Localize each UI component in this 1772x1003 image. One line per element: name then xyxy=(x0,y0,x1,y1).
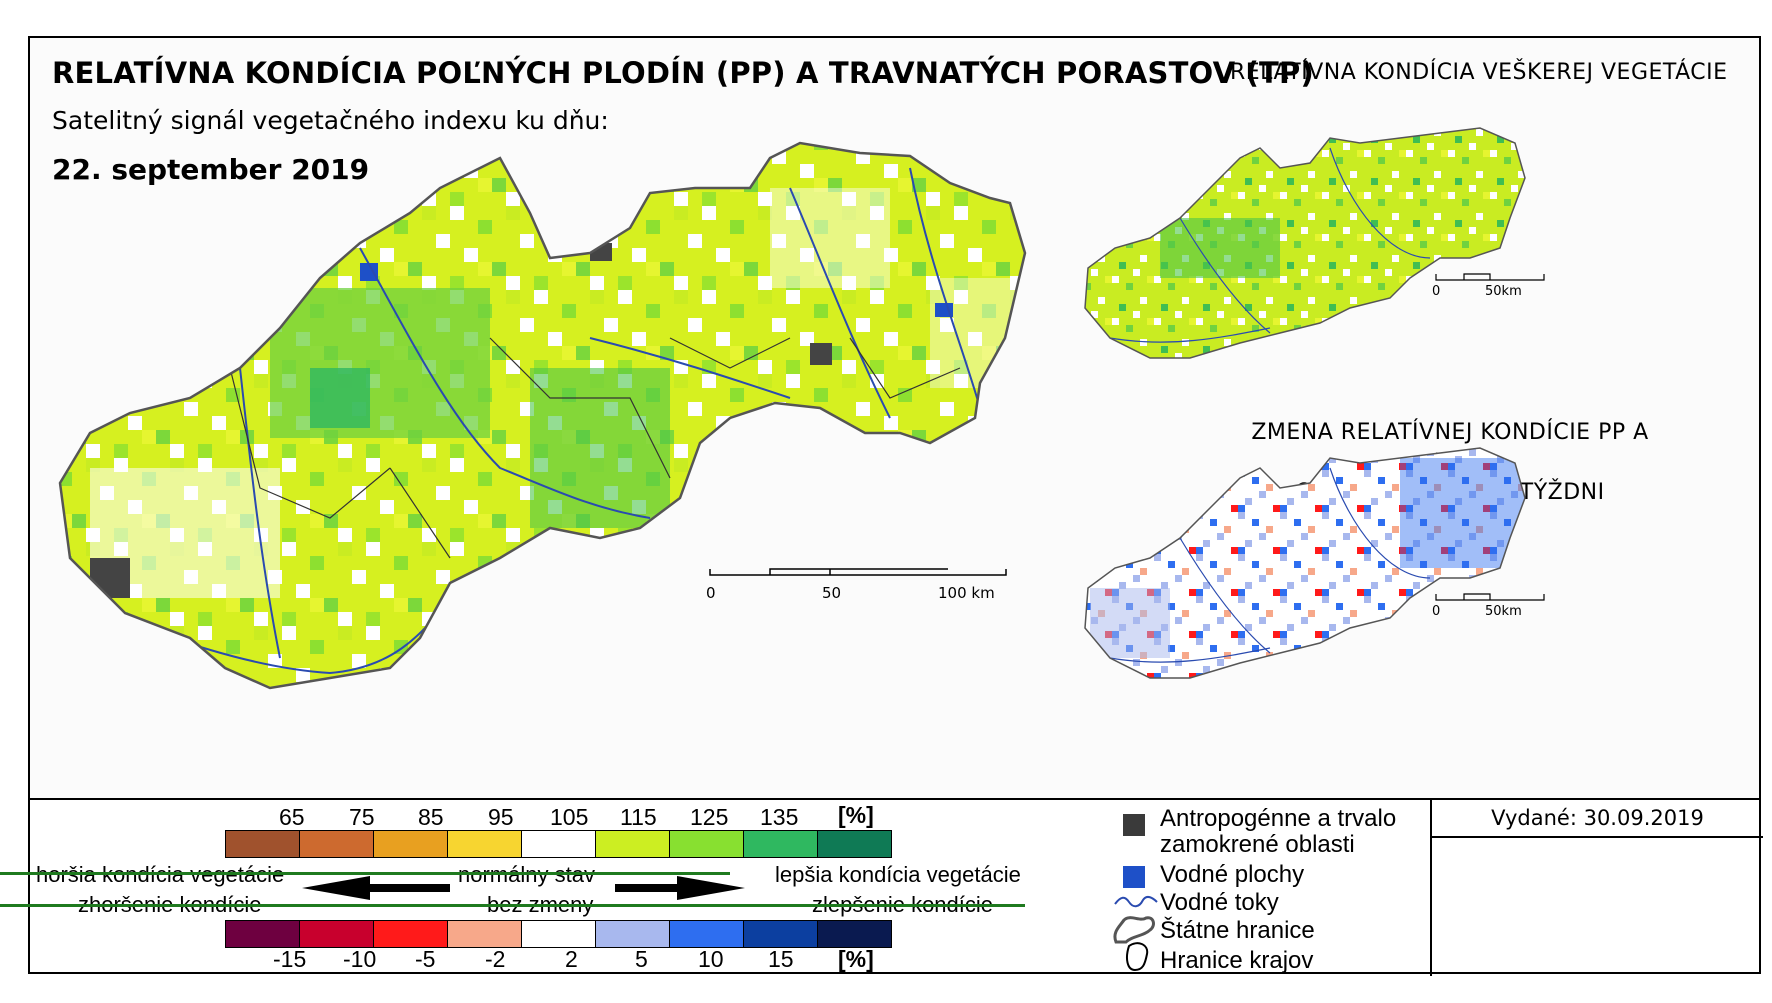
condition-tick-135: 135 xyxy=(760,804,799,830)
vegetation-inset-title: RELATÍVNA KONDÍCIA VEŠKEREJ VEGETÁCIE xyxy=(1230,60,1728,85)
change-tick-5: 5 xyxy=(635,946,648,972)
map-frame: RELATÍVNA KONDÍCIA POĽNÝCH PLODÍN (PP) A… xyxy=(28,36,1763,976)
condition-tick-65: 65 xyxy=(279,804,305,830)
change-tick-2: 2 xyxy=(565,946,578,972)
green-line-lower xyxy=(0,904,1025,907)
condition-tick-115: 115 xyxy=(620,804,657,830)
condition-swatch xyxy=(225,830,300,858)
map-subtitle: Satelitný signál vegetačného indexu ku d… xyxy=(52,106,609,135)
change-inset-scale-end: 50km xyxy=(1485,604,1522,619)
anthropogenic-line1: Antropogénne a trvalo xyxy=(1160,805,1397,832)
main-scale-zero: 0 xyxy=(706,584,716,602)
condition-tick-75: 75 xyxy=(349,804,375,830)
vegetation-inset-scale-bar xyxy=(1435,273,1545,281)
issued-box: Vydané: 30.09.2019 xyxy=(1430,800,1763,976)
map-date: 22. september 2019 xyxy=(52,153,370,186)
state-border-icon xyxy=(1113,916,1155,944)
region-border-icon xyxy=(1126,942,1149,972)
change-swatch xyxy=(373,920,448,948)
vegetation-inset-scale-end: 50km xyxy=(1485,284,1522,299)
stream-icon xyxy=(1114,895,1158,908)
main-scale-end: 100 km xyxy=(938,584,995,602)
change-swatch xyxy=(521,920,596,948)
condition-swatch xyxy=(595,830,670,858)
main-scale-mid: 50 xyxy=(822,584,842,602)
legend-panel: 65 75 85 95 105 115 125 135 [%] horšia k… xyxy=(30,798,1763,976)
change-tick-minus2: -2 xyxy=(485,946,506,972)
condition-swatch xyxy=(447,830,522,858)
condition-better-label: lepšia kondícia vegetácie xyxy=(775,862,1021,887)
condition-swatch xyxy=(373,830,448,858)
state-border-label: Štátne hranice xyxy=(1160,917,1315,944)
vegetation-inset-scale-zero: 0 xyxy=(1432,284,1441,299)
legend-arrows xyxy=(302,876,745,900)
condition-tick-105: 105 xyxy=(550,804,589,830)
map-panel: RELATÍVNA KONDÍCIA POĽNÝCH PLODÍN (PP) A… xyxy=(30,38,1759,798)
water-body-icon xyxy=(1123,866,1145,888)
condition-tick-125: 125 xyxy=(690,804,729,830)
change-swatch xyxy=(669,920,744,948)
change-tick-minus5: -5 xyxy=(415,946,436,972)
right-arrow xyxy=(615,876,745,900)
condition-swatch xyxy=(743,830,818,858)
water-body-label: Vodné plochy xyxy=(1160,861,1305,888)
map-title: RELATÍVNA KONDÍCIA POĽNÝCH PLODÍN (PP) A… xyxy=(52,56,1314,90)
change-swatch xyxy=(817,920,892,948)
left-arrow xyxy=(302,876,450,900)
change-swatch xyxy=(743,920,818,948)
condition-unit: [%] xyxy=(838,802,874,828)
condition-tick-95: 95 xyxy=(488,804,514,830)
condition-swatch xyxy=(817,830,892,858)
change-swatch xyxy=(447,920,522,948)
vegetation-inset-map xyxy=(1084,127,1526,359)
issued-date: Vydané: 30.09.2019 xyxy=(1432,800,1763,838)
change-tick-15: 15 xyxy=(768,946,794,972)
region-border-label: Hranice krajov xyxy=(1160,947,1314,974)
green-line-upper xyxy=(0,872,730,875)
change-tick-10: 10 xyxy=(698,946,724,972)
anthropogenic-area-label: Antropogénne a trvalo zamokrené oblasti xyxy=(1160,806,1396,858)
change-unit: [%] xyxy=(838,946,874,972)
change-swatch xyxy=(225,920,300,948)
main-condition-map xyxy=(58,141,1027,690)
stream-label: Vodné toky xyxy=(1160,889,1279,916)
condition-swatch xyxy=(521,830,596,858)
condition-tick-85: 85 xyxy=(418,804,444,830)
change-swatch xyxy=(299,920,374,948)
change-inset-map xyxy=(1084,447,1526,679)
change-inset-scale-bar xyxy=(1435,593,1545,601)
change-swatch xyxy=(595,920,670,948)
change-tick-minus15: -15 xyxy=(273,946,307,972)
condition-swatch xyxy=(299,830,374,858)
change-inset-scale-zero: 0 xyxy=(1432,604,1441,619)
main-scale-bar xyxy=(709,568,1007,576)
change-tick-minus10: -10 xyxy=(343,946,377,972)
anthropogenic-area-icon xyxy=(1123,814,1145,836)
anthropogenic-line2: zamokrené oblasti xyxy=(1160,831,1355,858)
